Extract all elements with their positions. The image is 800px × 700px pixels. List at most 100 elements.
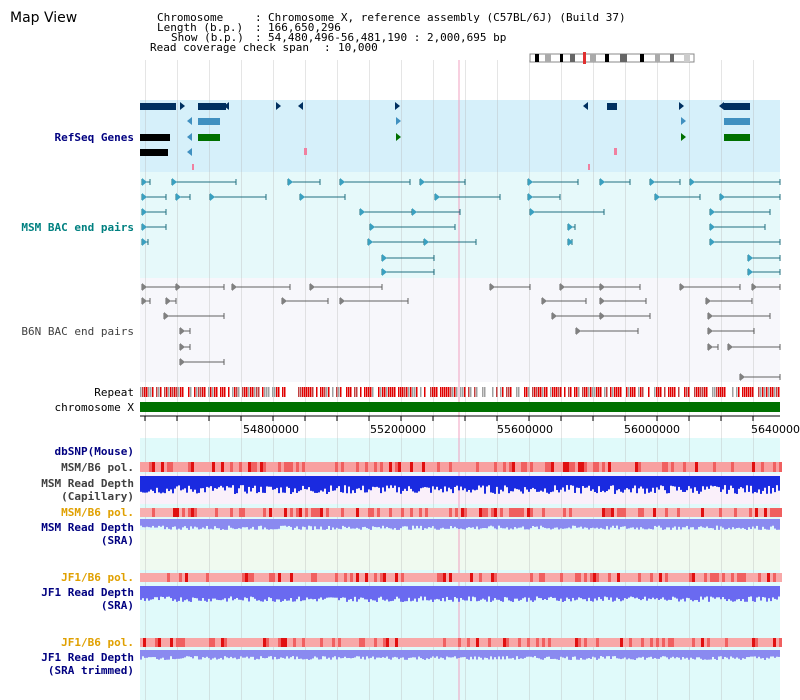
repeat-element xyxy=(212,387,214,397)
polymorphism-bin xyxy=(722,508,725,517)
polymorphism-bin xyxy=(233,508,236,517)
jf1-read-depth-sra-label-2[interactable]: (SRA) xyxy=(100,599,134,612)
polymorphism-bin xyxy=(218,462,221,472)
depth-bin xyxy=(648,519,650,529)
msm-read-depth-capillary-label-1[interactable]: MSM Read Depth xyxy=(41,477,134,490)
polymorphism-bin xyxy=(395,508,398,517)
polymorphism-bin xyxy=(548,508,551,517)
polymorphism-bin xyxy=(458,573,461,582)
depth-bin xyxy=(412,586,414,601)
repeat-element xyxy=(574,387,576,397)
polymorphism-bin xyxy=(311,573,314,582)
depth-bin xyxy=(752,650,754,657)
polymorphism-bin xyxy=(596,573,599,582)
depth-bin xyxy=(690,519,692,528)
depth-bin xyxy=(678,650,680,658)
polymorphism-bin xyxy=(323,508,326,517)
repeat-element xyxy=(312,387,314,397)
polymorphism-bin xyxy=(743,573,746,582)
depth-bin xyxy=(584,586,586,600)
polymorphism-bin xyxy=(338,462,341,472)
jf1-b6-pol-trimmed-label[interactable]: JF1/B6 pol. xyxy=(61,636,134,649)
msm-read-depth-capillary-label-2[interactable]: (Capillary) xyxy=(61,490,134,503)
jf1-read-depth-sra-label-1[interactable]: JF1 Read Depth xyxy=(41,586,134,599)
polymorphism-bin xyxy=(167,638,170,647)
msm-read-depth-sra-label-2[interactable]: (SRA) xyxy=(100,534,134,547)
depth-bin xyxy=(280,586,282,602)
depth-bin xyxy=(352,519,354,529)
depth-bin xyxy=(328,476,330,492)
msm-b6-pol-label[interactable]: MSM/B6 pol. xyxy=(61,461,134,474)
polymorphism-bin xyxy=(254,462,257,472)
depth-bin xyxy=(564,519,566,529)
depth-bin xyxy=(426,476,428,488)
repeat-element xyxy=(446,387,448,397)
depth-bin xyxy=(746,476,748,486)
msm-b6-pol-sra-label[interactable]: MSM/B6 pol. xyxy=(61,506,134,519)
polymorphism-bin xyxy=(299,508,302,517)
polymorphism-bin xyxy=(443,508,446,517)
depth-bin xyxy=(552,650,554,659)
repeat-element xyxy=(750,387,752,397)
depth-bin xyxy=(568,586,570,599)
msm-read-depth-sra-label-1[interactable]: MSM Read Depth xyxy=(41,521,134,534)
depth-bin xyxy=(278,476,280,494)
polymorphism-bin xyxy=(161,573,164,582)
b6n-bac-end-pairs-label[interactable]: B6N BAC end pairs xyxy=(21,325,134,338)
depth-bin xyxy=(490,650,492,657)
depth-bin xyxy=(678,586,680,602)
depth-bin xyxy=(712,519,714,529)
depth-bin xyxy=(242,650,244,658)
depth-bin xyxy=(778,519,780,530)
depth-bin xyxy=(778,650,780,657)
depth-bin xyxy=(668,476,670,494)
repeat-element xyxy=(742,387,744,397)
repeat-element xyxy=(656,387,658,397)
jf1-read-depth-trimmed-label-1[interactable]: JF1 Read Depth xyxy=(41,651,134,664)
polymorphism-bin xyxy=(476,573,479,582)
depth-bin xyxy=(522,586,524,599)
polymorphism-bin xyxy=(353,638,356,647)
jf1-b6-pol-label[interactable]: JF1/B6 pol. xyxy=(61,571,134,584)
dbsnp-label[interactable]: dbSNP(Mouse) xyxy=(54,445,134,458)
repeat-element xyxy=(388,387,390,397)
polymorphism-bin xyxy=(656,462,659,472)
polymorphism-bin xyxy=(671,638,674,647)
polymorphism-bin xyxy=(260,462,263,472)
repeat-element xyxy=(528,387,530,397)
polymorphism-bin xyxy=(446,638,449,647)
repeat-element xyxy=(216,387,218,397)
polymorphism-bin xyxy=(551,462,554,472)
depth-bin xyxy=(186,519,188,529)
polymorphism-bin xyxy=(668,508,671,517)
depth-bin xyxy=(440,650,442,658)
polymorphism-bin xyxy=(422,508,425,517)
polymorphism-bin xyxy=(512,638,515,647)
depth-bin xyxy=(746,519,748,530)
depth-bin xyxy=(554,586,556,598)
depth-bin xyxy=(658,476,660,490)
polymorphism-bin xyxy=(473,573,476,582)
depth-bin xyxy=(388,519,390,529)
depth-bin xyxy=(628,650,630,659)
depth-bin xyxy=(174,519,176,527)
depth-bin xyxy=(648,476,650,493)
depth-bin xyxy=(622,476,624,493)
polymorphism-bin xyxy=(662,462,665,472)
depth-bin xyxy=(148,476,150,492)
polymorphism-bin xyxy=(608,462,611,472)
jf1-read-depth-trimmed-label-2[interactable]: (SRA trimmed) xyxy=(47,664,134,677)
polymorphism-bin xyxy=(599,573,602,582)
depth-bin xyxy=(342,519,344,526)
refseq-genes-label[interactable]: RefSeq Genes xyxy=(54,131,134,144)
chromosome-ideogram[interactable] xyxy=(528,52,696,64)
polymorphism-bin xyxy=(506,462,509,472)
depth-bin xyxy=(304,519,306,528)
polymorphism-bin xyxy=(545,462,548,472)
depth-bin xyxy=(212,650,214,659)
depth-bin xyxy=(414,519,416,529)
depth-bin xyxy=(630,519,632,528)
depth-bin xyxy=(158,650,160,660)
repeat-element xyxy=(462,387,464,397)
msm-bac-end-pairs-label[interactable]: MSM BAC end pairs xyxy=(21,221,134,234)
